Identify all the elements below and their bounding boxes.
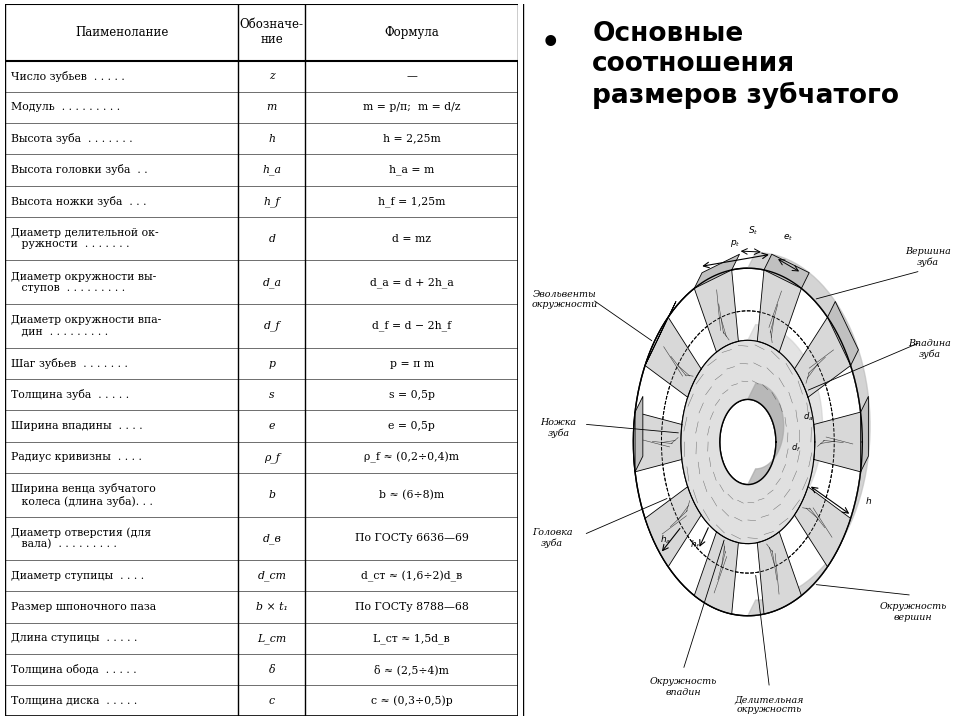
Text: d_a: d_a — [262, 277, 281, 288]
Text: L_ст: L_ст — [257, 633, 286, 644]
Polygon shape — [828, 302, 858, 366]
Text: •: • — [540, 29, 560, 58]
Polygon shape — [636, 397, 643, 472]
Text: Основные
соотношения
размеров зубчатого: Основные соотношения размеров зубчатого — [592, 22, 900, 109]
Text: h_a: h_a — [262, 165, 281, 175]
Text: p: p — [269, 359, 276, 369]
Text: p = π m: p = π m — [390, 359, 434, 369]
Polygon shape — [634, 412, 682, 472]
Text: s: s — [269, 390, 275, 400]
PathPatch shape — [681, 341, 815, 544]
Text: m = p/π;  m = d/z: m = p/π; m = d/z — [363, 102, 461, 112]
Text: По ГОСТу 6636—69: По ГОСТу 6636—69 — [355, 534, 468, 544]
Text: $h$: $h$ — [865, 495, 872, 505]
Text: e: e — [269, 421, 276, 431]
Bar — [5, 4, 518, 60]
Text: Головка
зуба: Головка зуба — [532, 528, 572, 548]
Polygon shape — [860, 397, 869, 472]
Text: Диаметр ступицы  . . . .: Диаметр ступицы . . . . — [11, 571, 144, 581]
Text: d_ст ≈ (1,6÷2)d_в: d_ст ≈ (1,6÷2)d_в — [361, 570, 463, 582]
Text: Паименолание: Паименолание — [75, 26, 168, 39]
Text: d_f = d − 2h_f: d_f = d − 2h_f — [372, 320, 451, 331]
Text: Обозначе-
ние: Обозначе- ние — [240, 18, 304, 46]
Text: Высота зуба  . . . . . . .: Высота зуба . . . . . . . — [11, 133, 132, 144]
Text: Модуль  . . . . . . . . .: Модуль . . . . . . . . . — [11, 102, 120, 112]
Polygon shape — [748, 384, 783, 485]
Text: m: m — [267, 102, 277, 112]
Text: e = 0,5p: e = 0,5p — [389, 421, 435, 431]
Text: Толщина обода  . . . . .: Толщина обода . . . . . — [11, 665, 136, 675]
Text: Диаметр окружности впа-
   дин  . . . . . . . . .: Диаметр окружности впа- дин . . . . . . … — [11, 315, 161, 337]
Text: Размер шпоночного паза: Размер шпоночного паза — [11, 602, 156, 612]
Text: Длина ступицы  . . . . .: Длина ступицы . . . . . — [11, 634, 137, 644]
Text: Делительная
окружность: Делительная окружность — [734, 695, 804, 714]
Text: Радиус кривизны  . . . .: Радиус кривизны . . . . — [11, 452, 142, 462]
Text: $h_f$: $h_f$ — [690, 538, 701, 551]
Text: Вершина
зуба: Вершина зуба — [905, 247, 950, 266]
Polygon shape — [757, 270, 802, 352]
Polygon shape — [748, 253, 870, 616]
Text: h_a = m: h_a = m — [389, 165, 435, 175]
Text: d: d — [269, 233, 276, 243]
Polygon shape — [764, 254, 809, 289]
Text: c: c — [269, 696, 275, 706]
Text: d_a = d + 2h_a: d_a = d + 2h_a — [370, 277, 454, 288]
Text: Высота ножки зуба  . . .: Высота ножки зуба . . . — [11, 196, 147, 207]
Text: s = 0,5p: s = 0,5p — [389, 390, 435, 400]
Text: d_f: d_f — [264, 320, 280, 331]
Text: Ножка
зуба: Ножка зуба — [540, 418, 576, 438]
Text: d = mz: d = mz — [393, 233, 431, 243]
Polygon shape — [645, 318, 701, 397]
Text: —: — — [406, 71, 418, 81]
Polygon shape — [645, 302, 676, 366]
Text: L_ст ≈ 1,5d_в: L_ст ≈ 1,5d_в — [373, 633, 450, 644]
Polygon shape — [795, 318, 851, 397]
Text: Диаметр делительной ок-
   ружности  . . . . . . .: Диаметр делительной ок- ружности . . . .… — [11, 228, 158, 249]
Text: Формула: Формула — [384, 26, 440, 39]
Text: $S_t$: $S_t$ — [748, 224, 758, 237]
Text: $h_a$: $h_a$ — [660, 534, 671, 546]
Text: Диаметр окружности вы-
   ступов  . . . . . . . . .: Диаметр окружности вы- ступов . . . . . … — [11, 271, 156, 293]
Text: Ширина впадины  . . . .: Ширина впадины . . . . — [11, 421, 143, 431]
Text: Впадина
зуба: Впадина зуба — [908, 339, 950, 359]
Text: Диаметр отверстия (для
   вала)  . . . . . . . . .: Диаметр отверстия (для вала) . . . . . .… — [11, 527, 151, 549]
Polygon shape — [748, 325, 823, 544]
Text: Толщина диска  . . . . .: Толщина диска . . . . . — [11, 696, 137, 706]
Text: Эвольвенты
окружности: Эвольвенты окружности — [532, 289, 598, 309]
Text: c ≈ (0,3÷0,5)p: c ≈ (0,3÷0,5)p — [371, 696, 453, 706]
Text: h: h — [269, 134, 276, 144]
Polygon shape — [795, 487, 851, 567]
Text: h_f: h_f — [264, 196, 280, 207]
Polygon shape — [694, 532, 738, 614]
Text: Окружность
впадин: Окружность впадин — [649, 678, 717, 696]
Text: $d_a$: $d_a$ — [804, 411, 814, 423]
Text: Шаг зубьев  . . . . . . .: Шаг зубьев . . . . . . . — [11, 358, 128, 369]
Text: По ГОСТу 8788—68: По ГОСТу 8788—68 — [355, 602, 468, 612]
Text: δ: δ — [269, 665, 276, 675]
Text: ρ_f ≈ (0,2÷0,4)m: ρ_f ≈ (0,2÷0,4)m — [365, 451, 459, 463]
Text: h_f = 1,25m: h_f = 1,25m — [378, 196, 445, 207]
Text: $d_f$: $d_f$ — [791, 441, 802, 454]
Text: ρ_f: ρ_f — [264, 452, 279, 462]
Text: b × t₁: b × t₁ — [256, 602, 288, 612]
Polygon shape — [694, 254, 739, 289]
Text: d_в: d_в — [262, 533, 281, 544]
Text: $e_t$: $e_t$ — [783, 233, 794, 243]
Text: Ширина венца зубчатого
   колеса (длина зуба). . .: Ширина венца зубчатого колеса (длина зуб… — [11, 483, 156, 507]
Text: Окружность
вершин: Окружность вершин — [879, 603, 947, 622]
Text: Число зубьев  . . . . .: Число зубьев . . . . . — [11, 71, 125, 82]
Text: b: b — [269, 490, 276, 500]
Polygon shape — [757, 532, 802, 614]
Text: h = 2,25m: h = 2,25m — [383, 134, 441, 144]
Text: b ≈ (6÷8)m: b ≈ (6÷8)m — [379, 490, 444, 500]
Polygon shape — [814, 412, 862, 472]
Text: $p_t$: $p_t$ — [731, 238, 741, 249]
Text: Толщина зуба  . . . . .: Толщина зуба . . . . . — [11, 390, 129, 400]
Text: Высота головки зуба  . .: Высота головки зуба . . — [11, 164, 148, 176]
Text: δ ≈ (2,5÷4)m: δ ≈ (2,5÷4)m — [374, 664, 449, 675]
Polygon shape — [694, 270, 738, 352]
Text: d_ст: d_ст — [257, 570, 286, 581]
Polygon shape — [645, 487, 701, 567]
Text: z: z — [269, 71, 275, 81]
